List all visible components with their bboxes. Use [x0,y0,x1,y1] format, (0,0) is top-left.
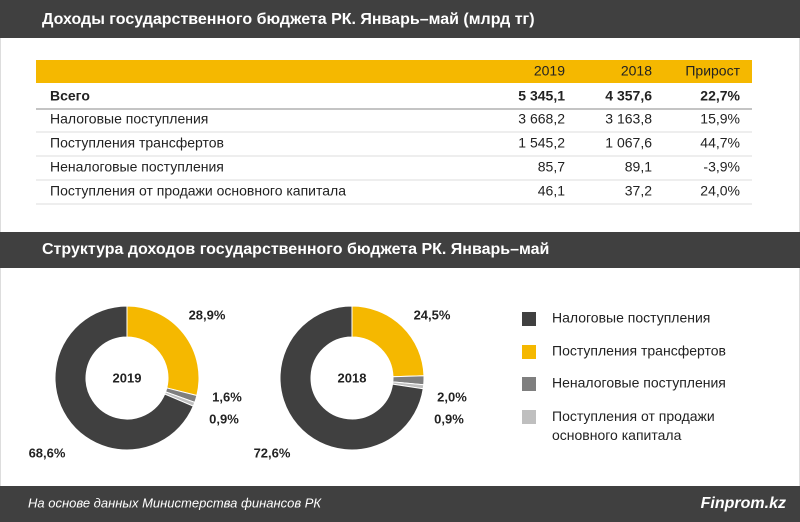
legend-swatch [522,312,536,326]
cell: 22,7% [700,88,740,104]
cell: 5 345,1 [518,88,565,104]
value-label: 1,6% [212,389,242,404]
legend-label: Налоговые поступления [552,310,710,326]
cell: -3,9% [703,159,740,175]
section-title: Структура доходов государственного бюдже… [42,241,549,258]
donut-slice [279,305,424,451]
table-header-band [36,60,752,83]
legend-swatch [522,377,536,391]
row-label: Поступления от продажи основного капитал… [50,183,346,199]
row-label: Неналоговые поступления [50,159,224,175]
column-header: 2019 [534,63,565,79]
value-label: 0,9% [434,411,464,426]
legend-line: основного капитала [552,427,682,443]
column-header: Прирост [685,63,740,79]
donut-slice [54,305,194,451]
donut-slice [126,305,200,397]
row-label: Налоговые поступления [50,111,208,127]
value-label: 0,9% [209,411,239,426]
source: На основе данных Министерства финансов Р… [28,495,322,510]
row-label: Поступления трансфертов [50,135,224,151]
value-label: 68,6% [29,445,66,460]
value-label: 28,9% [189,307,226,322]
cell: 37,2 [625,183,652,199]
cell: 4 357,6 [605,88,652,104]
value-label: 72,6% [254,445,291,460]
legend-label: Неналоговые поступления [552,375,726,391]
legend-swatch [522,345,536,359]
footer-bar [0,486,800,522]
cell: 3 163,8 [605,111,652,127]
table-title: Доходы государственного бюджета РК. Янва… [42,11,535,28]
donut-center-label: 2018 [338,370,367,385]
cell: 89,1 [625,159,652,175]
value-label: 24,5% [414,307,451,322]
cell: 1 067,6 [605,135,652,151]
cell: 44,7% [700,135,740,151]
section-title-bar [0,232,800,268]
brand: Finprom.kz [701,495,786,512]
cell: 15,9% [700,111,740,127]
value-label: 2,0% [437,389,467,404]
cell: 1 545,2 [518,135,565,151]
title-bar [0,0,800,38]
cell: 24,0% [700,183,740,199]
legend-label: Поступления трансфертов [552,343,726,359]
legend-swatch [522,410,536,424]
cell: 46,1 [538,183,565,199]
row-label: Всего [50,88,90,104]
legend-label: Поступления от продажи основного капитала [552,408,715,443]
cell: 85,7 [538,159,565,175]
legend-line: Поступления от продажи [552,408,715,424]
column-header: 2018 [621,63,652,79]
donut-center-label: 2019 [113,370,142,385]
cell: 3 668,2 [518,111,565,127]
